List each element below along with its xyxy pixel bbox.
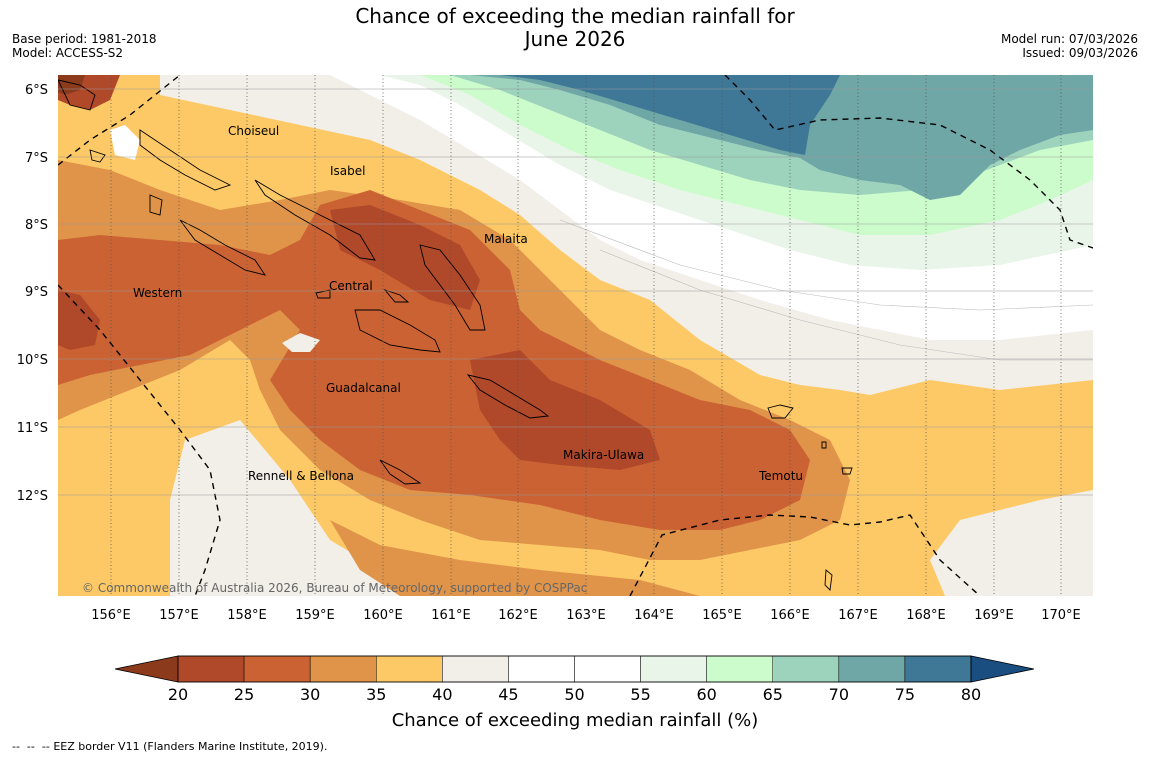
colorbar-arrow-low bbox=[114, 655, 179, 683]
lon-label: 165°E bbox=[702, 608, 742, 623]
island-outlines bbox=[58, 79, 853, 591]
lon-axis: 156°E 157°E 158°E 159°E 160°E 161°E 162°… bbox=[91, 608, 1081, 623]
colorbar-tick-label: 80 bbox=[961, 685, 981, 704]
map-contours bbox=[58, 75, 1093, 596]
colorbar-segment bbox=[640, 655, 707, 683]
graticule-lat bbox=[58, 88, 1093, 496]
lon-label: 168°E bbox=[906, 608, 946, 623]
colorbar-tick-label: 65 bbox=[763, 685, 783, 704]
label-makira-ulawa: Makira-Ulawa bbox=[563, 448, 644, 462]
lon-label: 162°E bbox=[498, 608, 538, 623]
lon-label: 164°E bbox=[634, 608, 674, 623]
lat-label: 7°S bbox=[25, 151, 48, 166]
colorbar-segment bbox=[243, 655, 311, 683]
contour-line bbox=[599, 249, 1093, 361]
lat-axis: 6°S 7°S 8°S 9°S 10°S 11°S 12°S bbox=[17, 83, 48, 504]
colorbar-tick-label: 25 bbox=[234, 685, 254, 704]
colorbar-tick-label: 40 bbox=[432, 685, 452, 704]
label-choiseul: Choiseul bbox=[228, 124, 279, 138]
label-malaita: Malaita bbox=[484, 232, 528, 246]
lon-label: 167°E bbox=[838, 608, 878, 623]
lat-label: 6°S bbox=[25, 83, 48, 98]
contour-30-35-south bbox=[330, 520, 700, 596]
lon-label: 163°E bbox=[566, 608, 606, 623]
base-period: Base period: 1981-2018 bbox=[12, 32, 157, 46]
colorbar-ticks: 20 25 30 35 40 45 50 55 60 65 70 75 80 bbox=[168, 685, 981, 704]
lon-label: 161°E bbox=[431, 608, 471, 623]
eez-border bbox=[58, 75, 1093, 596]
lat-label: 8°S bbox=[25, 218, 48, 233]
copyright-notice: © Commonwealth of Australia 2026, Bureau… bbox=[82, 581, 587, 595]
colorbar-segment bbox=[838, 655, 906, 683]
contour-20-25-north bbox=[330, 205, 480, 310]
contour-patch-2 bbox=[110, 125, 140, 160]
eez-legend: -- -- -- EEZ border V11 (Flanders Marine… bbox=[12, 740, 327, 753]
lon-label: 159°E bbox=[295, 608, 335, 623]
model-name: Model: ACCESS-S2 bbox=[12, 46, 124, 60]
contour-20-25-central bbox=[470, 350, 660, 470]
lat-label: 9°S bbox=[25, 285, 48, 300]
label-rennell-bellona: Rennell & Bellona bbox=[248, 469, 354, 483]
colorbar-segment bbox=[706, 655, 774, 683]
label-temotu: Temotu bbox=[758, 469, 803, 483]
lon-label: 158°E bbox=[227, 608, 267, 623]
map-title-line1: Chance of exceeding the median rainfall … bbox=[355, 4, 795, 28]
colorbar-tick-label: 30 bbox=[300, 685, 320, 704]
colorbar-tick-label: 35 bbox=[366, 685, 386, 704]
colorbar: 20 25 30 35 40 45 50 55 60 65 70 75 80 bbox=[114, 655, 1035, 704]
colorbar-segment bbox=[376, 655, 443, 683]
eez-dash-icon: -- -- -- bbox=[12, 740, 54, 753]
model-run: Model run: 07/03/2026 bbox=[1000, 32, 1138, 46]
colorbar-segment bbox=[309, 655, 377, 683]
colorbar-tick-label: 20 bbox=[168, 685, 188, 704]
map-title-line2: June 2026 bbox=[524, 27, 626, 51]
colorbar-segment bbox=[772, 655, 840, 683]
province-labels: Choiseul Isabel Malaita Western Central … bbox=[133, 124, 803, 483]
contour-20-25-west bbox=[58, 290, 100, 350]
colorbar-tick-label: 70 bbox=[829, 685, 849, 704]
colorbar-segment bbox=[508, 655, 575, 683]
colorbar-tick-label: 55 bbox=[630, 685, 650, 704]
colorbar-frame bbox=[177, 655, 972, 683]
graticule-lon bbox=[110, 75, 1062, 596]
colorbar-tick-label: 50 bbox=[564, 685, 584, 704]
colorbar-title: Chance of exceeding median rainfall (%) bbox=[392, 710, 759, 731]
lat-label: 12°S bbox=[17, 489, 48, 504]
colorbar-segment bbox=[442, 655, 509, 683]
colorbar-tick-label: 75 bbox=[895, 685, 915, 704]
contour-40-45-south bbox=[170, 420, 520, 596]
label-isabel: Isabel bbox=[330, 164, 365, 178]
colorbar-segment bbox=[574, 655, 641, 683]
label-western: Western bbox=[133, 286, 182, 300]
lon-label: 169°E bbox=[974, 608, 1014, 623]
contour-line bbox=[559, 219, 1093, 311]
colorbar-segments bbox=[177, 655, 972, 683]
lon-label: 170°E bbox=[1041, 608, 1081, 623]
lon-label: 160°E bbox=[363, 608, 403, 623]
colorbar-segment bbox=[177, 655, 245, 683]
lon-label: 166°E bbox=[770, 608, 810, 623]
contour-patch bbox=[282, 333, 320, 352]
label-central: Central bbox=[329, 279, 373, 293]
lon-label: 156°E bbox=[91, 608, 131, 623]
colorbar-tick-label: 45 bbox=[498, 685, 518, 704]
colorbar-arrow-high bbox=[970, 655, 1035, 683]
issued-date: Issued: 09/03/2026 bbox=[1022, 46, 1138, 60]
colorbar-tick-label: 60 bbox=[696, 685, 716, 704]
lat-label: 11°S bbox=[17, 421, 48, 436]
contour-below-20 bbox=[58, 75, 85, 95]
eez-legend-text: EEZ border V11 (Flanders Marine Institut… bbox=[53, 740, 328, 753]
colorbar-segment bbox=[904, 655, 972, 683]
label-guadalcanal: Guadalcanal bbox=[326, 381, 401, 395]
lat-label: 10°S bbox=[17, 353, 48, 368]
lon-label: 157°E bbox=[159, 608, 199, 623]
contour-75-80 bbox=[500, 75, 840, 155]
